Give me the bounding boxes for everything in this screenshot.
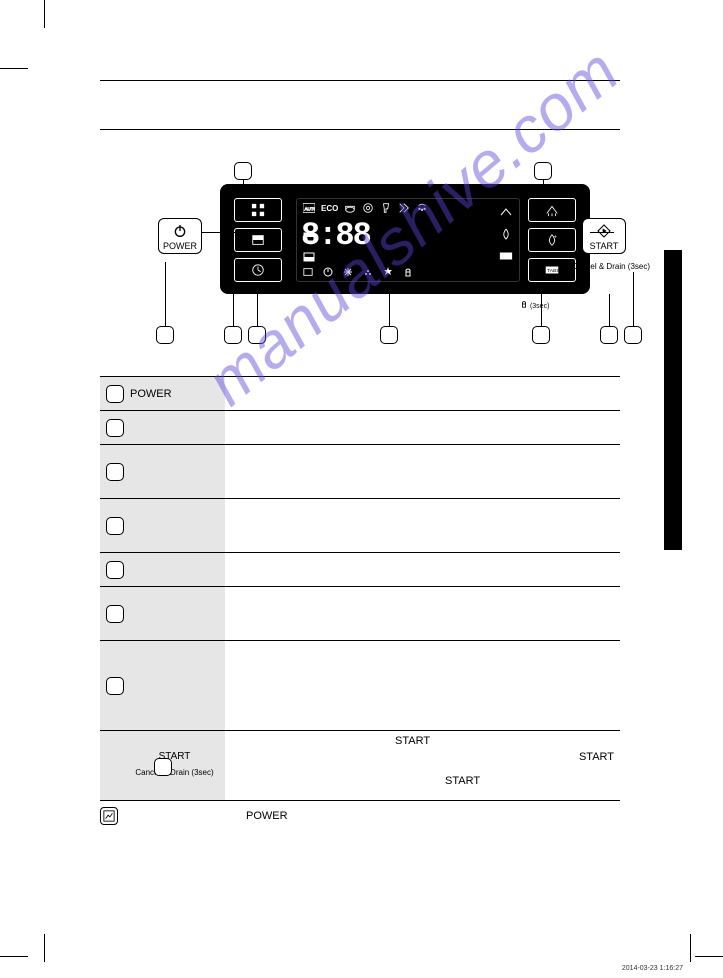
table-row: [100, 499, 620, 553]
pot-icon: [344, 202, 356, 214]
footer-timestamp: 2014-03-23 1:16:27: [622, 965, 683, 972]
power-icon: [172, 223, 188, 239]
display: AUTO ECO 8:88: [296, 198, 520, 282]
callout-marker: [106, 561, 124, 579]
callout-marker: [106, 463, 124, 481]
auto-icon: AUTO: [303, 202, 315, 214]
feature-table: POWER: [100, 376, 620, 801]
callout-b4: [380, 326, 398, 344]
button-column-left: [234, 198, 282, 288]
callout-b5: [532, 326, 550, 344]
callout-05: [534, 162, 552, 180]
svg-text:+: +: [554, 234, 557, 240]
text-start: START: [445, 775, 480, 787]
callout-marker: [106, 677, 124, 695]
text-start: START: [395, 735, 430, 747]
subtitle-rule: [100, 129, 620, 130]
lead-b7: [633, 272, 634, 326]
status-indicators: [303, 267, 413, 277]
start-button[interactable]: START: [582, 218, 626, 254]
start-icon: [596, 223, 612, 239]
table-row: POWER: [100, 377, 620, 411]
power-label: POWER: [163, 241, 197, 251]
speed-icon: [398, 202, 410, 214]
note-icon: [100, 807, 118, 825]
callout-marker: [154, 758, 172, 776]
panel-btn-delay[interactable]: [234, 258, 282, 282]
time-display: 8:88: [297, 217, 519, 254]
callout-marker: [106, 419, 124, 437]
callout-b6: [600, 326, 618, 344]
svg-text:AUTO: AUTO: [305, 206, 316, 211]
lead-b4: [389, 294, 390, 326]
lead-b2b: [233, 232, 243, 233]
callout-marker: [106, 517, 124, 535]
lead-b3: [257, 294, 258, 326]
lead-b1: [165, 262, 166, 326]
panel-btn-tabs[interactable]: TABS: [528, 258, 576, 282]
callout-marker: [106, 605, 124, 623]
start-caption: Cancel & Drain (3sec): [572, 262, 650, 271]
power-button[interactable]: POWER: [158, 218, 202, 254]
panel-btn-grid[interactable]: [234, 198, 282, 222]
callout-01: [234, 162, 252, 180]
lead-start: [590, 232, 614, 233]
panel-btn-sanitize[interactable]: [528, 198, 576, 222]
callout-b3: [248, 326, 266, 344]
panel-btn-rinse[interactable]: +: [528, 228, 576, 252]
table-row: [100, 445, 620, 499]
start-label: START: [590, 241, 619, 251]
table-row: [100, 411, 620, 445]
row-label: POWER: [130, 388, 172, 400]
table-row: [100, 641, 620, 731]
table-row: [100, 587, 620, 641]
table-row: START Cancel & Drain (3sec) START START …: [100, 731, 620, 801]
callout-b1: [156, 326, 174, 344]
control-panel: + TABS AUTO ECO: [220, 184, 590, 294]
eco-label: ECO: [321, 204, 338, 213]
callout-marker: [106, 385, 124, 403]
note: POWER: [100, 807, 620, 825]
svg-text:TABS: TABS: [547, 268, 559, 274]
lock-caption: (3sec): [520, 300, 549, 310]
plate-icon: [362, 202, 374, 214]
lead-b5: [541, 294, 542, 326]
table-row: [100, 553, 620, 587]
zone-indicators: [303, 231, 315, 263]
callout-b7: [624, 326, 642, 344]
shower-icon: [416, 202, 428, 214]
note-text: POWER: [246, 810, 288, 822]
control-panel-figure: POWER + TABS: [100, 166, 620, 366]
row-sublabel: Cancel & Drain (3sec): [135, 768, 213, 777]
text-start: START: [579, 751, 614, 763]
lead-b6: [609, 294, 610, 326]
callout-b2: [224, 326, 242, 344]
lead-b2: [233, 294, 234, 326]
button-column-right: + TABS: [528, 198, 576, 288]
option-indicators: [499, 205, 513, 263]
glass-icon: [380, 202, 392, 214]
